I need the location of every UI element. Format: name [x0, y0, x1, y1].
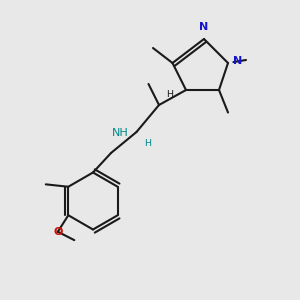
Text: H: H — [167, 90, 173, 99]
Text: N: N — [200, 22, 208, 32]
Text: H: H — [144, 140, 151, 148]
Text: O: O — [53, 227, 62, 237]
Text: NH: NH — [112, 128, 129, 139]
Text: N: N — [233, 56, 243, 67]
